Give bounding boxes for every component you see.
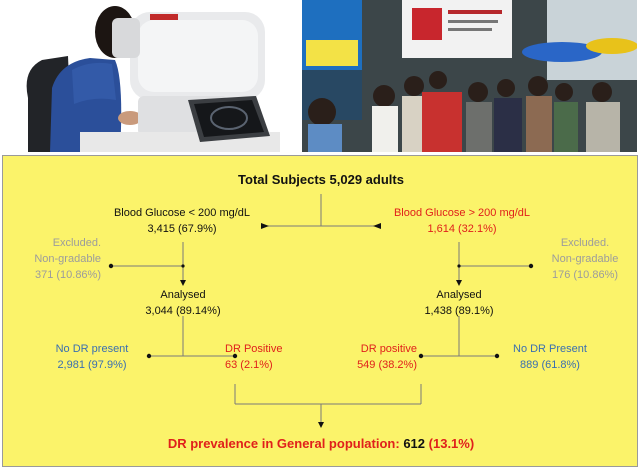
flowchart-connectors bbox=[108, 194, 534, 428]
right-no-dr-value: 889 (61.8%) bbox=[520, 359, 580, 371]
right-excluded-value: 176 (10.86%) bbox=[551, 269, 619, 281]
retinal-camera-illustration bbox=[26, 6, 280, 152]
right-dr-positive-value: 549 (38.2%) bbox=[357, 359, 417, 371]
right-excluded-label: Excluded. bbox=[560, 237, 610, 249]
screening-camp-photo bbox=[302, 0, 637, 152]
crowd-illustration bbox=[302, 0, 637, 152]
left-excluded-value: 371 (10.86%) bbox=[34, 269, 101, 281]
prevalence-count: 612 bbox=[403, 436, 426, 451]
right-group-value: 1,614 (32.1%) bbox=[427, 223, 497, 235]
left-dr-positive-value: 63 (2.1%) bbox=[225, 359, 273, 371]
left-no-dr-value: 2,981 (97.9%) bbox=[57, 359, 127, 371]
left-excluded-sublabel: Non-gradable bbox=[34, 253, 101, 265]
left-group-value: 3,415 (67.9%) bbox=[147, 223, 217, 235]
left-no-dr-label: No DR present bbox=[55, 343, 129, 355]
right-excluded-sublabel: Non-gradable bbox=[551, 253, 619, 265]
prevalence-percent: (13.1%) bbox=[428, 436, 475, 451]
prevalence-label: DR prevalence in General population: bbox=[167, 436, 400, 451]
dr-screening-flowchart: Total Subjects 5,029 adults Blood Glucos… bbox=[2, 155, 638, 467]
right-analysed-label: Analysed bbox=[436, 289, 482, 301]
left-analysed-label: Analysed bbox=[160, 289, 206, 301]
right-analysed-value: 1,438 (89.1%) bbox=[424, 305, 494, 317]
total-subjects-label: Total Subjects 5,029 adults bbox=[238, 172, 404, 187]
left-dr-positive-label: DR Positive bbox=[225, 343, 283, 355]
right-group-label: Blood Glucose > 200 mg/dL bbox=[393, 207, 531, 219]
retinal-camera-photo bbox=[20, 0, 280, 152]
left-excluded-label: Excluded. bbox=[52, 237, 101, 249]
left-analysed-value: 3,044 (89.14%) bbox=[145, 305, 221, 317]
right-no-dr-label: No DR Present bbox=[513, 343, 587, 355]
right-dr-positive-label: DR positive bbox=[360, 343, 417, 355]
dr-prevalence-line: DR prevalence in General population: 612… bbox=[71, 436, 571, 451]
left-group-label: Blood Glucose < 200 mg/dL bbox=[113, 207, 251, 219]
